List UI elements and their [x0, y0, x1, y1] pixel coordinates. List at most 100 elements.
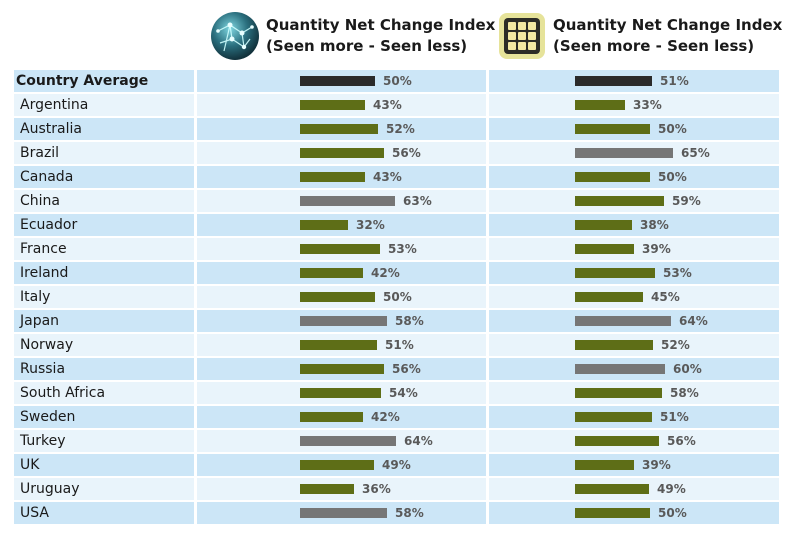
row-label: Sweden	[20, 409, 76, 425]
bar	[300, 244, 380, 254]
data-label: 50%	[383, 74, 412, 88]
globe-network-icon	[211, 12, 259, 60]
row-label: Ecuador	[20, 217, 78, 233]
row-label: China	[20, 193, 60, 209]
data-label: 52%	[386, 122, 415, 136]
data-label: 42%	[371, 266, 400, 280]
table-cell	[14, 286, 194, 308]
data-label: 50%	[658, 122, 687, 136]
column-header-1: Quantity Net Change Index (Seen more - S…	[210, 8, 495, 64]
data-label: 51%	[385, 338, 414, 352]
bar	[575, 196, 664, 206]
bar	[575, 76, 652, 86]
bar	[300, 508, 387, 518]
data-label: 59%	[672, 194, 701, 208]
table-cell	[489, 94, 779, 116]
table-cell	[14, 478, 194, 500]
row-label: Argentina	[20, 97, 89, 113]
column-title-line1: Quantity Net Change Index	[266, 16, 496, 34]
row-label: France	[20, 241, 67, 257]
data-label: 32%	[356, 218, 385, 232]
bar	[300, 172, 365, 182]
row-label: Ireland	[20, 265, 69, 281]
table-cell	[14, 382, 194, 404]
bar	[575, 484, 649, 494]
bar	[300, 196, 395, 206]
data-label: 50%	[658, 506, 687, 520]
column-title-line1: Quantity Net Change Index	[553, 16, 783, 34]
table-cell	[14, 166, 194, 188]
bar	[300, 340, 377, 350]
row-label: Norway	[20, 337, 74, 353]
row-label: Japan	[20, 313, 60, 329]
data-label: 39%	[642, 242, 671, 256]
bar	[300, 268, 363, 278]
row-label: Brazil	[20, 145, 60, 161]
bar	[300, 412, 363, 422]
table-cell	[14, 502, 194, 524]
table-cell	[14, 262, 194, 284]
data-label: 64%	[404, 434, 433, 448]
table-cell	[14, 94, 194, 116]
data-label: 58%	[395, 314, 424, 328]
bar	[300, 388, 381, 398]
bar	[300, 148, 384, 158]
bar	[575, 292, 643, 302]
table-cell	[14, 310, 194, 332]
bar	[575, 316, 671, 326]
bar	[575, 124, 650, 134]
row-label: Uruguay	[20, 481, 80, 497]
data-label: 45%	[651, 290, 680, 304]
bar	[575, 268, 655, 278]
table-cell	[14, 142, 194, 164]
row-label: Canada	[20, 169, 74, 185]
data-label: 43%	[373, 98, 402, 112]
data-label: 53%	[663, 266, 692, 280]
data-label: 50%	[658, 170, 687, 184]
bar	[300, 292, 375, 302]
data-label: 56%	[392, 362, 421, 376]
bar	[300, 316, 387, 326]
bar	[575, 508, 650, 518]
grid-tile-icon	[499, 13, 545, 59]
bar	[575, 172, 650, 182]
data-label: 33%	[633, 98, 662, 112]
data-label: 42%	[371, 410, 400, 424]
table-cell	[14, 454, 194, 476]
row-label: Russia	[20, 361, 66, 377]
data-label: 50%	[383, 290, 412, 304]
row-label: South Africa	[20, 385, 106, 401]
table-cell	[489, 214, 779, 236]
data-label: 49%	[657, 482, 686, 496]
table-cell	[14, 238, 194, 260]
data-label: 65%	[681, 146, 710, 160]
data-label: 58%	[670, 386, 699, 400]
bar	[300, 460, 374, 470]
bar	[575, 148, 673, 158]
bar	[575, 460, 634, 470]
data-label: 64%	[679, 314, 708, 328]
bar	[300, 364, 384, 374]
table-cell	[14, 214, 194, 236]
table-cell	[14, 70, 194, 92]
table-cell	[14, 118, 194, 140]
table-cell	[14, 406, 194, 428]
bar	[575, 436, 659, 446]
data-label: 51%	[660, 74, 689, 88]
row-label: Turkey	[20, 433, 66, 449]
data-label: 63%	[403, 194, 432, 208]
column-header-2: Quantity Net Change Index (Seen more - S…	[497, 8, 787, 64]
data-label: 56%	[392, 146, 421, 160]
data-label: 49%	[382, 458, 411, 472]
table-cell	[489, 238, 779, 260]
bar	[575, 388, 662, 398]
bar	[300, 124, 378, 134]
row-label: Italy	[20, 289, 51, 305]
bar	[300, 436, 396, 446]
column-title-line2: (Seen more - Seen less)	[266, 37, 468, 55]
table-cell	[14, 190, 194, 212]
data-label: 51%	[660, 410, 689, 424]
table-cell	[14, 430, 194, 452]
bar	[575, 220, 632, 230]
